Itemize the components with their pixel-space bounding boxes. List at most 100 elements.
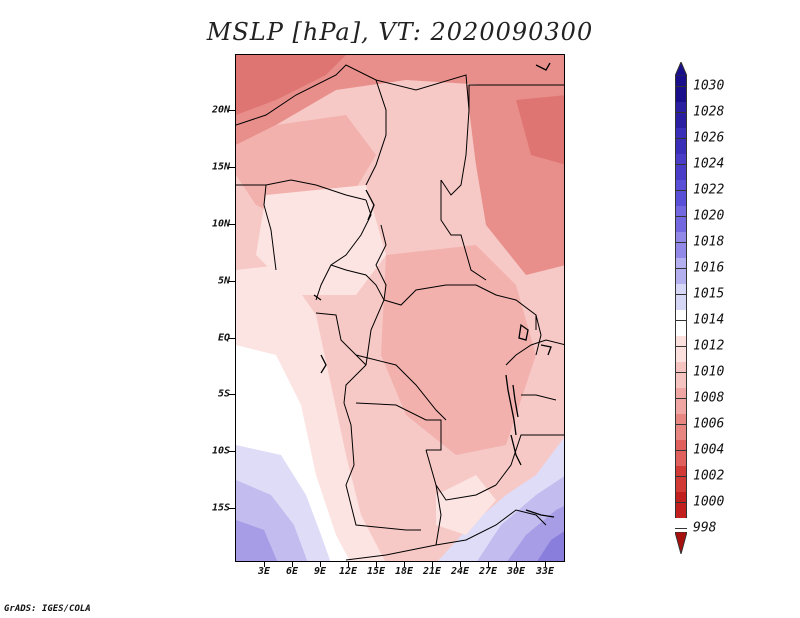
colorbar-label: 998 xyxy=(693,520,717,536)
lon-tick xyxy=(264,562,265,567)
lon-tick xyxy=(488,562,489,567)
colorbar-label: 1006 xyxy=(693,416,725,432)
colorbar-segment xyxy=(675,440,687,466)
colorbar-tick xyxy=(675,190,687,191)
colorbar-segment xyxy=(675,180,687,206)
colorbar-segment xyxy=(675,310,687,336)
lat-label: 5S xyxy=(217,388,230,400)
colorbar-segment xyxy=(675,206,687,232)
west-africa-light xyxy=(256,185,386,295)
colorbar-label: 1000 xyxy=(693,494,725,510)
lat-label: 20N xyxy=(211,104,230,116)
lon-tick xyxy=(404,562,405,567)
colorbar-tick xyxy=(675,86,687,87)
colorbar-tick xyxy=(675,112,687,113)
lat-tick xyxy=(229,508,235,509)
colorbar-tick xyxy=(675,398,687,399)
lat-label: 15S xyxy=(211,502,230,514)
colorbar-label: 1030 xyxy=(693,78,725,94)
colorbar-label: 1015 xyxy=(693,286,725,302)
colorbar-tick xyxy=(675,320,687,321)
lon-tick xyxy=(348,562,349,567)
colorbar-label: 1004 xyxy=(693,442,725,458)
lon-label: 6E xyxy=(285,566,299,577)
colorbar-label: 1020 xyxy=(693,208,725,224)
low-pressure-ne-core xyxy=(516,95,564,165)
chart-title: MSLP [hPa], VT: 2020090300 xyxy=(206,18,594,46)
colorbar-segment xyxy=(675,232,687,258)
lon-label: 27E xyxy=(478,566,498,577)
colorbar-segment xyxy=(675,284,687,310)
lon-tick xyxy=(516,562,517,567)
colorbar-tick xyxy=(675,216,687,217)
colorbar-label: 1002 xyxy=(693,468,725,484)
country-borders xyxy=(236,64,564,561)
lakes-and-coast xyxy=(313,62,555,518)
lat-tick xyxy=(229,224,235,225)
colorbar-label: 1024 xyxy=(693,156,725,172)
lat-tick xyxy=(229,167,235,168)
colorbar-segment xyxy=(675,258,687,284)
colorbar-tick xyxy=(675,138,687,139)
lat-label: 10S xyxy=(211,445,230,457)
high-pressure-blue xyxy=(236,520,278,561)
lon-label: 12E xyxy=(338,566,358,577)
lon-label: 30E xyxy=(506,566,526,577)
colorbar-label: 1014 xyxy=(693,312,725,328)
colorbar-tick xyxy=(675,528,687,529)
colorbar-top-arrow xyxy=(675,62,687,76)
footer-credit: GrADS: IGES/COLA xyxy=(4,604,91,614)
lon-tick xyxy=(460,562,461,567)
colorbar-label: 1022 xyxy=(693,182,725,198)
colorbar-tick xyxy=(675,164,687,165)
colorbar-segment xyxy=(675,128,687,154)
colorbar-segment xyxy=(675,362,687,388)
lon-label: 18E xyxy=(394,566,414,577)
colorbar-label: 1028 xyxy=(693,104,725,120)
colorbar-bottom-arrow xyxy=(675,532,687,554)
lon-label: 21E xyxy=(422,566,442,577)
lat-label: EQ xyxy=(217,332,230,344)
lat-label: 5N xyxy=(217,275,230,287)
lat-label: 10N xyxy=(211,218,230,230)
zambezi-light xyxy=(436,475,496,535)
colorbar-segment xyxy=(675,388,687,414)
colorbar-segment xyxy=(675,492,687,518)
congo-basin xyxy=(381,245,536,455)
lon-label: 24E xyxy=(450,566,470,577)
colorbar-segment xyxy=(675,336,687,362)
colorbar-tick xyxy=(675,372,687,373)
colorbar-tick xyxy=(675,242,687,243)
lon-label: 9E xyxy=(313,566,327,577)
colorbar-tick xyxy=(675,424,687,425)
colorbar-segment xyxy=(675,76,687,102)
colorbar-segment xyxy=(675,102,687,128)
lon-tick xyxy=(320,562,321,567)
lat-tick xyxy=(229,451,235,452)
lat-tick xyxy=(229,394,235,395)
lon-label: 33E xyxy=(535,566,555,577)
colorbar-tick xyxy=(675,346,687,347)
colorbar-tick xyxy=(675,502,687,503)
colorbar-label: 1018 xyxy=(693,234,725,250)
lon-tick xyxy=(292,562,293,567)
colorbar-label: 1016 xyxy=(693,260,725,276)
colorbar-tick xyxy=(675,268,687,269)
colorbar-label: 1026 xyxy=(693,130,725,146)
lat-tick xyxy=(229,338,235,339)
se-high-deep-blue xyxy=(537,531,564,561)
lon-tick xyxy=(376,562,377,567)
colorbar-segment xyxy=(675,154,687,180)
colorbar-label: 1010 xyxy=(693,364,725,380)
colorbar-label: 1012 xyxy=(693,338,725,354)
colorbar-segment xyxy=(675,466,687,492)
map-svg xyxy=(236,55,564,561)
lon-label: 15E xyxy=(366,566,386,577)
mslp-map xyxy=(235,54,565,562)
colorbar-label: 1008 xyxy=(693,390,725,406)
lat-tick xyxy=(229,281,235,282)
colorbar-segment xyxy=(675,414,687,440)
low-pressure-nw xyxy=(236,55,346,115)
lat-label: 15N xyxy=(211,161,230,173)
lon-tick xyxy=(432,562,433,567)
